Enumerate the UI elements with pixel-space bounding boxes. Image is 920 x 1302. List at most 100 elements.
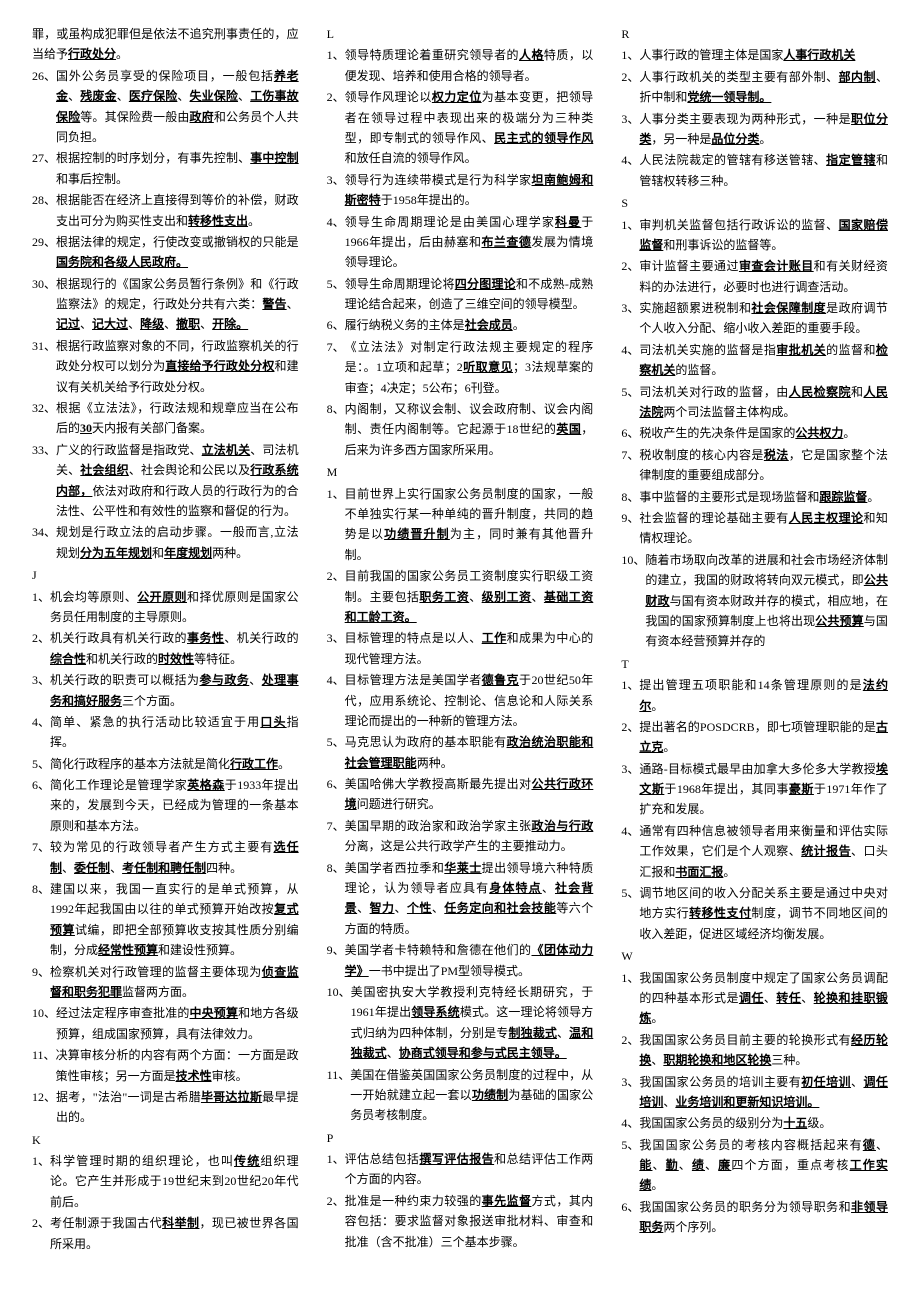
list-item: 1、评估总结包括撰写评估报告和总结评估工作两个方面的内容。 <box>327 1149 594 1190</box>
item-number: 2、 <box>621 67 639 108</box>
item-number: 3、 <box>621 1072 639 1113</box>
list-item: 6、履行纳税义务的主体是社会成员。 <box>327 315 594 335</box>
item-number: 7、 <box>327 337 345 398</box>
item-text: 领导作风理论以权力定位为基本变更，把领导者在领导过程中表现出来的极端分为三种类型… <box>345 87 594 169</box>
list-item: 8、建国以来，我国一直实行的是单式预算，从1992年起我国由以往的单式预算开始改… <box>32 879 299 961</box>
item-text: 美国学者西拉季和华莱士提出领导境六种特质理论，认为领导者应具有身体特点、社会背景… <box>345 858 594 940</box>
item-number: 1、 <box>621 215 639 256</box>
item-text: 罪，或虽构成犯罪但是依法不追究刑事责任的，应当给予行政处分。 <box>32 24 299 65</box>
item-number: 30、 <box>32 274 56 335</box>
item-number: 12、 <box>32 1087 56 1128</box>
item-text: 审计监督主要通过审查会计账目和有关财经资料的办法进行，必要时也进行调查活动。 <box>639 256 888 297</box>
item-number: 4、 <box>621 1113 639 1133</box>
list-item: 3、目标管理的特点是以人、工作和成果为中心的现代管理方法。 <box>327 628 594 669</box>
item-text: 领导特质理论着重研究领导者的人格特质，以便发现、培养和使用合格的领导者。 <box>345 45 594 86</box>
item-text: 调节地区间的收入分配关系主要是通过中央对地方实行转移性支付制度，调节不同地区间的… <box>639 883 888 944</box>
list-item: 27、根据控制的时序划分，有事先控制、事中控制和事后控制。 <box>32 148 299 189</box>
item-text: 简化工作理论是管理学家英格森于1933年提出来的，发展到今天，已经成为管理的一条… <box>50 775 299 836</box>
list-item: 5、我国国家公务员的考核内容概括起来有德、能、勤、绩、廉四个方面，重点考核工作实… <box>621 1135 888 1196</box>
item-number: 3、 <box>327 170 345 211</box>
list-item: 7、《立法法》对制定行政法规主要规定的程序是：。1立项和起草；2听取意见；3法规… <box>327 337 594 398</box>
item-text: 广义的行政监督是指政党、立法机关、司法机关、社会组织、社会舆论和公民以及行政系统… <box>56 440 299 522</box>
section-head: T <box>621 654 888 674</box>
item-text: 简单、紧急的执行活动比较适宜于用口头指挥。 <box>50 712 299 753</box>
item-text: 根据现行的《国家公务员暂行条例》和《行政监察法》的规定，行政处分共有六类：警告、… <box>56 274 299 335</box>
item-text: 目前我国的国家公务员工资制度实行职级工资制。主要包括职务工资、级别工资、基础工资… <box>345 566 594 627</box>
item-number: 2、 <box>621 717 639 758</box>
item-number: 3、 <box>621 298 639 339</box>
list-item: 6、税收产生的先决条件是国家的公共权力。 <box>621 423 888 443</box>
item-number: 1、 <box>327 484 345 566</box>
item-text: 目标管理的特点是以人、工作和成果为中心的现代管理方法。 <box>345 628 594 669</box>
list-item: 9、美国学者卡特赖特和詹德在他们的《团体动力学》一书中提出了PM型领导模式。 <box>327 940 594 981</box>
item-number: 32、 <box>32 398 56 439</box>
list-item: 5、领导生命周期理论将四分图理论和不成熟-成熟理论结合起来，创造了三维空间的领导… <box>327 274 594 315</box>
item-text: 评估总结包括撰写评估报告和总结评估工作两个方面的内容。 <box>345 1149 594 1190</box>
item-number: 4、 <box>621 150 639 191</box>
item-text: 提出著名的POSDCRB，即七项管理职能的是古立克。 <box>639 717 888 758</box>
item-number: 4、 <box>32 712 50 753</box>
item-number: 31、 <box>32 336 56 397</box>
item-number: 5、 <box>32 754 50 774</box>
list-item: 4、领导生命周期理论是由美国心理学家科曼于1966年提出，后由赫塞和布兰查德发展… <box>327 212 594 273</box>
list-item: 6、我国国家公务员的职务分为领导职务和非领导职务两个序列。 <box>621 1197 888 1238</box>
item-text: 简化行政程序的基本方法就是简化行政工作。 <box>50 754 299 774</box>
list-item: 11、美国在借鉴英国国家公务员制度的过程中，从一开始就建立起一套以功绩制为基础的… <box>327 1065 594 1126</box>
item-text: 领导生命周期理论是由美国心理学家科曼于1966年提出，后由赫塞和布兰查德发展为情… <box>345 212 594 273</box>
list-item: 8、美国学者西拉季和华莱士提出领导境六种特质理论，认为领导者应具有身体特点、社会… <box>327 858 594 940</box>
list-item: 4、简单、紧急的执行活动比较适宜于用口头指挥。 <box>32 712 299 753</box>
list-item: 4、我国国家公务员的级别分为十五级。 <box>621 1113 888 1133</box>
item-text: 批准是一种约束力较强的事先监督方式，其内容包括：要求监督对象报送审批材料、审查和… <box>345 1191 594 1252</box>
item-number: 2、 <box>327 1191 345 1252</box>
list-item: 1、机会均等原则、公开原则和择优原则是国家公务员任用制度的主导原则。 <box>32 587 299 628</box>
list-item: 4、通常有四种信息被领导者用来衡量和评估实际工作效果，它们是个人观察、统计报告、… <box>621 821 888 882</box>
item-number: 4、 <box>327 670 345 731</box>
item-text: 随着市场取向改革的进展和社会市场经济体制的建立，我国的财政将转向双元模式，即公共… <box>645 550 888 652</box>
list-item: 1、科学管理时期的组织理论，也叫传统组织理论。它产生并形成于19世纪末到20世纪… <box>32 1151 299 1212</box>
list-item: 5、司法机关对行政的监督，由人民检察院和人民法院两个司法监督主体构成。 <box>621 382 888 423</box>
item-number: 11、 <box>327 1065 351 1126</box>
list-item: 3、人事分类主要表现为两种形式，一种是职位分类，另一种是品位分类。 <box>621 109 888 150</box>
item-number: 6、 <box>327 315 345 335</box>
item-number: 9、 <box>327 940 345 981</box>
item-text: 决算审核分析的内容有两个方面：一方面是政策性审核；另一方面是技术性审核。 <box>56 1045 299 1086</box>
item-text: 美国密执安大学教授利克特经长期研究，于1961年提出领导系统模式。这一理论将领导… <box>351 982 594 1064</box>
item-number: 6、 <box>621 1197 639 1238</box>
item-number: 3、 <box>327 628 345 669</box>
item-text: 考任制源于我国古代科举制，现已被世界各国所采用。 <box>50 1213 299 1254</box>
item-number: 1、 <box>327 45 345 86</box>
item-text: 目标管理方法是美国学者德鲁克于20世纪50年代，应用系统论、控制论、信息论和人际… <box>345 670 594 731</box>
item-number: 8、 <box>32 879 50 961</box>
item-number: 3、 <box>621 109 639 150</box>
item-text: 机关行政的职责可以概括为参与政务、处理事务和搞好服务三个方面。 <box>50 670 299 711</box>
item-number: 5、 <box>327 274 345 315</box>
list-item: 2、提出著名的POSDCRB，即七项管理职能的是古立克。 <box>621 717 888 758</box>
item-number: 27、 <box>32 148 56 189</box>
item-text: 《立法法》对制定行政法规主要规定的程序是：。1立项和起草；2听取意见；3法规草案… <box>345 337 594 398</box>
list-item: 2、领导作风理论以权力定位为基本变更，把领导者在领导过程中表现出来的极端分为三种… <box>327 87 594 169</box>
item-text: 我国国家公务员的职务分为领导职务和非领导职务两个序列。 <box>639 1197 888 1238</box>
list-item: 4、司法机关实施的监督是指审批机关的监督和检察机关的监督。 <box>621 340 888 381</box>
list-item: 2、批准是一种约束力较强的事先监督方式，其内容包括：要求监督对象报送审批材料、审… <box>327 1191 594 1252</box>
section-head: P <box>327 1128 594 1148</box>
item-number: 10、 <box>32 1003 56 1044</box>
item-number: 10、 <box>327 982 351 1064</box>
item-number: 34、 <box>32 522 56 563</box>
item-text: 规划是行政立法的启动步骤。一般而言,立法规划分为五年规划和年度规划两种。 <box>56 522 299 563</box>
list-item: 33、广义的行政监督是指政党、立法机关、司法机关、社会组织、社会舆论和公民以及行… <box>32 440 299 522</box>
item-number: 1、 <box>32 587 50 628</box>
list-item: 7、税收制度的核心内容是税法，它是国家整个法律制度的重要组成部分。 <box>621 445 888 486</box>
list-item: 11、决算审核分析的内容有两个方面：一方面是政策性审核；另一方面是技术性审核。 <box>32 1045 299 1086</box>
list-item: 2、考任制源于我国古代科举制，现已被世界各国所采用。 <box>32 1213 299 1254</box>
list-item: 2、我国国家公务员目前主要的轮换形式有经历轮换、职期轮换和地区轮换三种。 <box>621 1030 888 1071</box>
list-item: 3、实施超额累进税制和社会保障制度是政府调节个人收入分配、缩小收入差距的重要手段… <box>621 298 888 339</box>
list-item: 5、调节地区间的收入分配关系主要是通过中央对地方实行转移性支付制度，调节不同地区… <box>621 883 888 944</box>
list-item: 6、简化工作理论是管理学家英格森于1933年提出来的，发展到今天，已经成为管理的… <box>32 775 299 836</box>
item-number: 33、 <box>32 440 56 522</box>
list-item: 2、机关行政具有机关行政的事务性、机关行政的综合性和机关行政的时效性等特征。 <box>32 628 299 669</box>
item-number: 4、 <box>621 821 639 882</box>
item-number: 28、 <box>32 190 56 231</box>
list-item: 3、通路-目标模式最早由加拿大多伦多大学教授埃文斯于1968年提出，其同事豪斯于… <box>621 759 888 820</box>
list-item: 3、领导行为连续带模式是行为科学家坦南鲍姆和斯密特于1958年提出的。 <box>327 170 594 211</box>
list-item: 7、美国早期的政治家和政治学家主张政治与行政分离，这是公共行政学产生的主要推动力… <box>327 816 594 857</box>
